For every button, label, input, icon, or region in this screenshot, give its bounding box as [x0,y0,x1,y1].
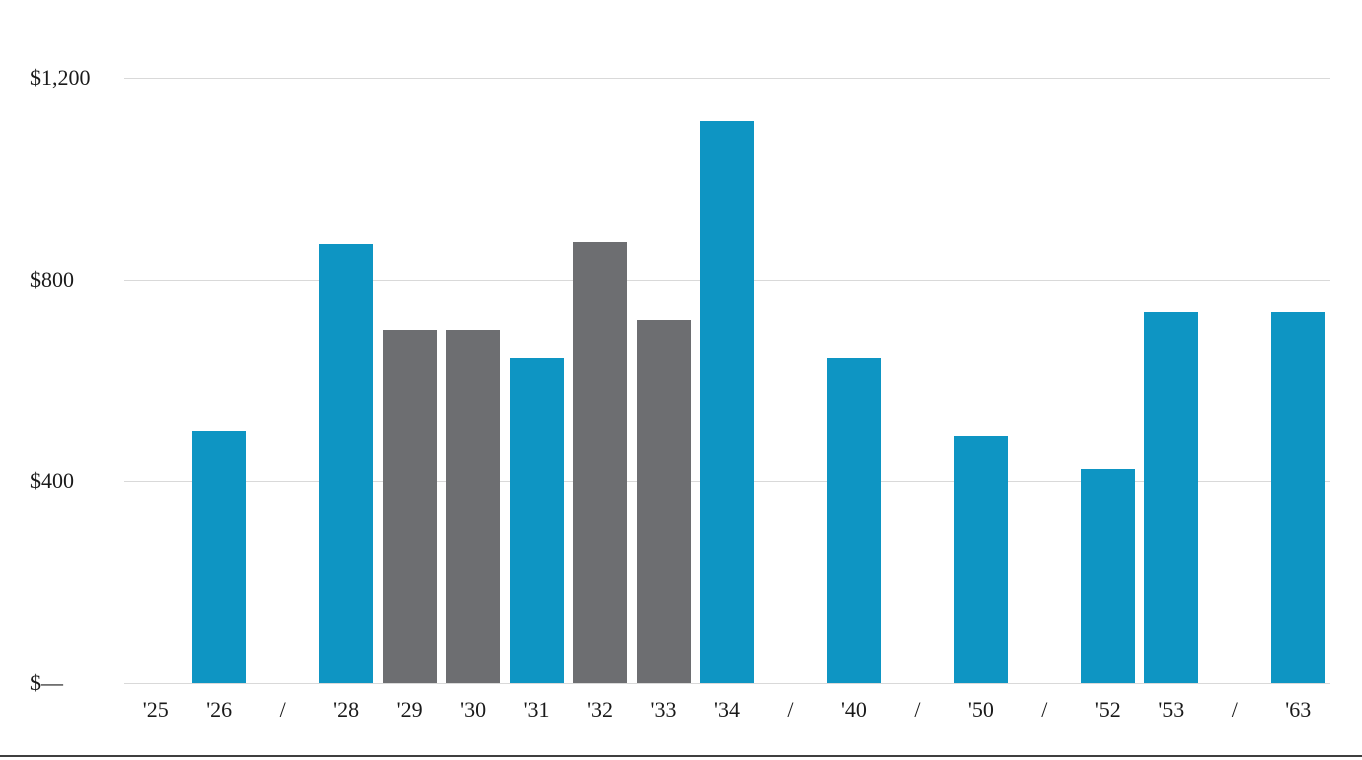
x-axis-labels: '25 '26 / '28 '29 '30 '31 '32 '33 '34 / '40 / '50 / '52… [0,697,1362,728]
bar-30 [446,330,501,683]
x-axis-tick-label: '30 [460,697,487,722]
x-axis-tick-label: '63 [1285,697,1312,722]
bar-50 [953,435,1008,683]
x-axis-tick-label: '34 [714,697,740,722]
bar-53 [1144,312,1199,683]
y-axis-tick-label: $800 [30,266,74,292]
x-axis-tick-label: '26 [206,697,233,722]
y-axis-tick-label: $400 [30,468,74,494]
bar-33 [636,320,691,683]
x-axis-tick-label: / [1231,697,1238,722]
x-axis-tick-label: '31 [523,697,550,722]
bar-40 [826,357,881,683]
bar-31 [509,357,564,683]
gridline [124,683,1330,684]
x-axis-tick-label: / [787,697,794,722]
x-axis-tick-label: / [279,697,286,722]
bar-63 [1271,312,1326,683]
x-axis-tick-label: / [1041,697,1048,722]
x-axis-tick-label: '53 [1158,697,1185,722]
bar-29 [382,330,437,683]
gridline [124,78,1330,79]
x-axis-tick-label: '33 [650,697,677,722]
x-axis-tick-label: '50 [967,697,994,722]
bottom-rule [0,755,1362,757]
bar-26 [192,430,247,683]
bar-28 [319,244,374,683]
y-axis-tick-label: $— [30,670,63,695]
x-axis-tick-label: '25 [142,697,169,722]
plot-area [124,78,1330,684]
bar-52 [1080,468,1135,683]
x-axis-tick-label: '29 [396,697,423,722]
bar-32 [573,241,628,683]
x-axis-tick-label: '40 [840,697,867,722]
bar-34 [700,120,754,683]
x-axis-tick-label: '52 [1094,697,1121,722]
x-axis-tick-label: '32 [587,697,614,722]
x-axis-tick-label: / [914,697,921,722]
y-axis-tick-label: $1,200 [30,65,91,90]
x-axis-tick-label: '28 [333,697,360,722]
